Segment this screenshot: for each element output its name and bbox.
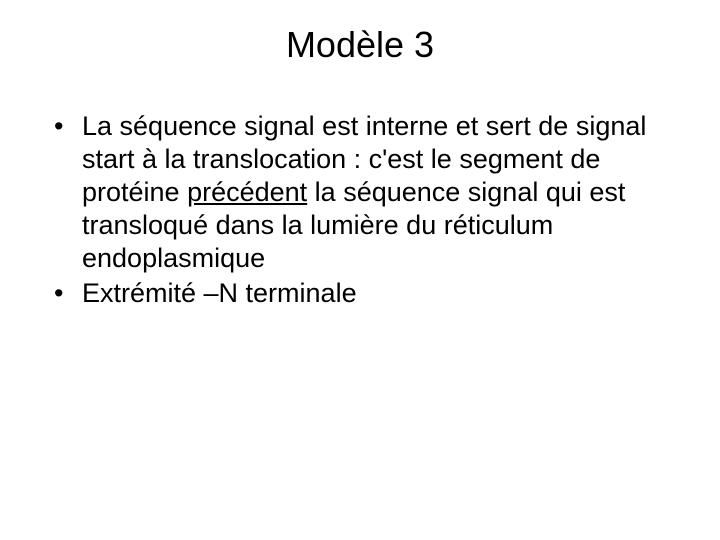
- slide: Modèle 3 La séquence signal est interne …: [0, 0, 720, 540]
- bullet-text-pre: Extrémité –N terminale: [82, 278, 357, 308]
- slide-title: Modèle 3: [40, 24, 680, 66]
- bullet-list: La séquence signal est interne et sert d…: [40, 110, 680, 310]
- bullet-item: La séquence signal est interne et sert d…: [48, 110, 670, 275]
- bullet-text-underlined: précédent: [187, 177, 307, 207]
- bullet-item: Extrémité –N terminale: [48, 277, 670, 310]
